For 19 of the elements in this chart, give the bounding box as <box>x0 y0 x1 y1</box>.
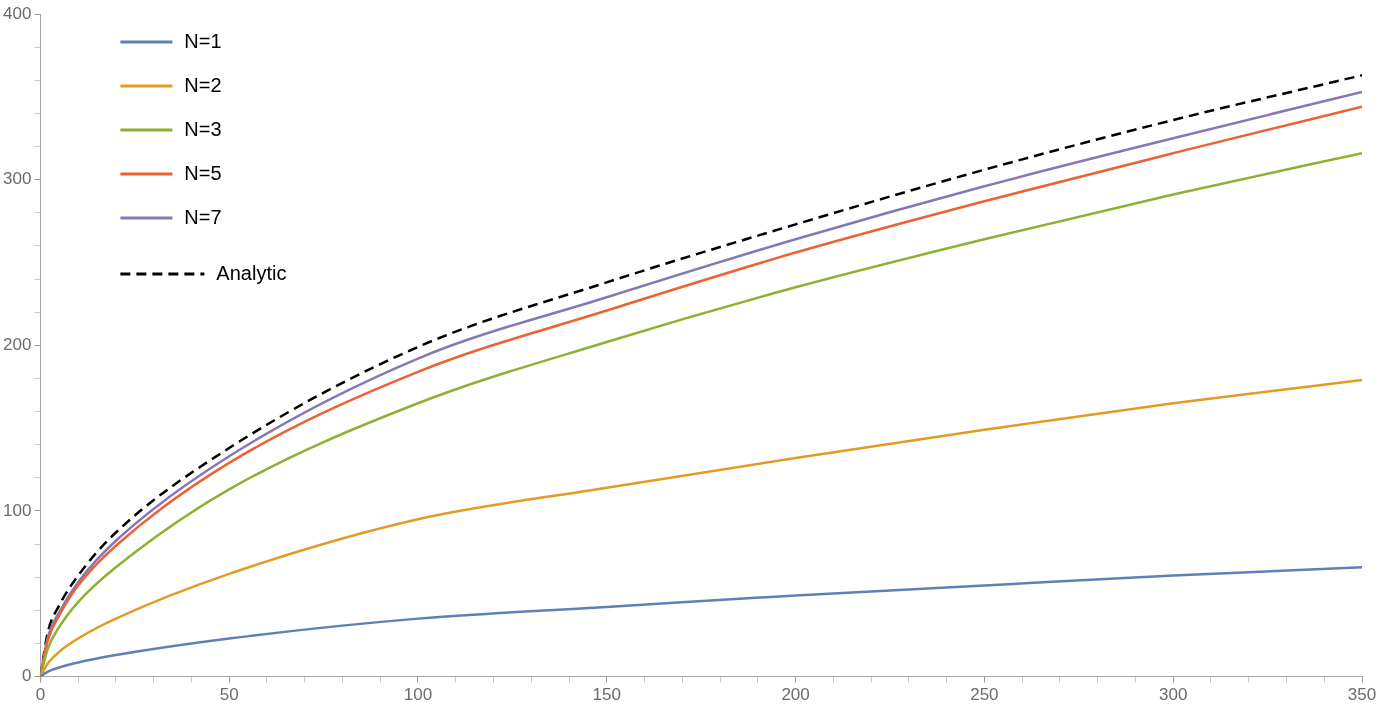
x-tick-label: 0 <box>35 685 46 705</box>
legend-label: Analytic <box>216 261 287 284</box>
legend-label: N=7 <box>184 205 222 228</box>
y-tick-label: 100 <box>2 500 32 520</box>
x-tick-label: 100 <box>403 685 433 705</box>
y-tick-label: 300 <box>2 169 32 189</box>
y-tick-label: 200 <box>2 334 32 354</box>
x-tick-label: 50 <box>219 685 239 705</box>
x-tick-label: 300 <box>1159 685 1188 705</box>
legend-label: N=5 <box>184 161 222 184</box>
y-tick-label: 0 <box>21 666 32 686</box>
legend-label: N=2 <box>184 73 222 96</box>
x-tick-label: 350 <box>1347 685 1377 705</box>
legend-label: N=1 <box>184 29 222 52</box>
y-tick-label: 400 <box>2 3 32 23</box>
legend-label: N=3 <box>184 117 222 140</box>
x-tick-label: 200 <box>781 685 810 705</box>
x-tick-label: 250 <box>970 685 999 705</box>
x-tick-label: 150 <box>592 685 621 705</box>
